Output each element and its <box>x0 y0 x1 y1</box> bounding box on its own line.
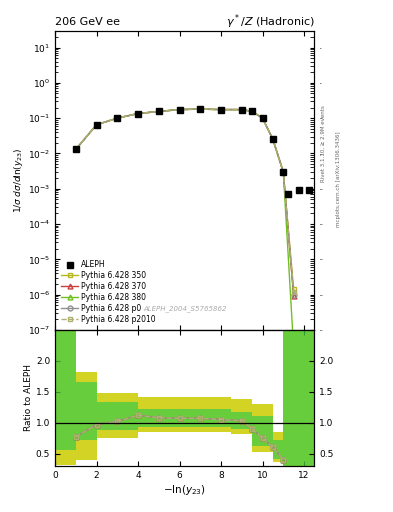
Text: mcplots.cern.ch [arXiv:1306.3436]: mcplots.cern.ch [arXiv:1306.3436] <box>336 132 341 227</box>
Y-axis label: Ratio to ALEPH: Ratio to ALEPH <box>24 365 33 432</box>
X-axis label: $-\ln(y_{23})$: $-\ln(y_{23})$ <box>163 482 206 497</box>
Text: ALEPH_2004_S5765862: ALEPH_2004_S5765862 <box>143 305 226 312</box>
Text: Rivet 3.1.10, ≥ 2.9M events: Rivet 3.1.10, ≥ 2.9M events <box>320 105 325 182</box>
Legend: ALEPH, Pythia 6.428 350, Pythia 6.428 370, Pythia 6.428 380, Pythia 6.428 p0, Py: ALEPH, Pythia 6.428 350, Pythia 6.428 37… <box>59 258 158 326</box>
Text: 206 GeV ee: 206 GeV ee <box>55 17 120 27</box>
Text: $\gamma^*/Z$ (Hadronic): $\gamma^*/Z$ (Hadronic) <box>226 12 314 31</box>
Y-axis label: $1/\sigma\;d\sigma/d\!\ln(y_{23})$: $1/\sigma\;d\sigma/d\!\ln(y_{23})$ <box>12 147 25 213</box>
